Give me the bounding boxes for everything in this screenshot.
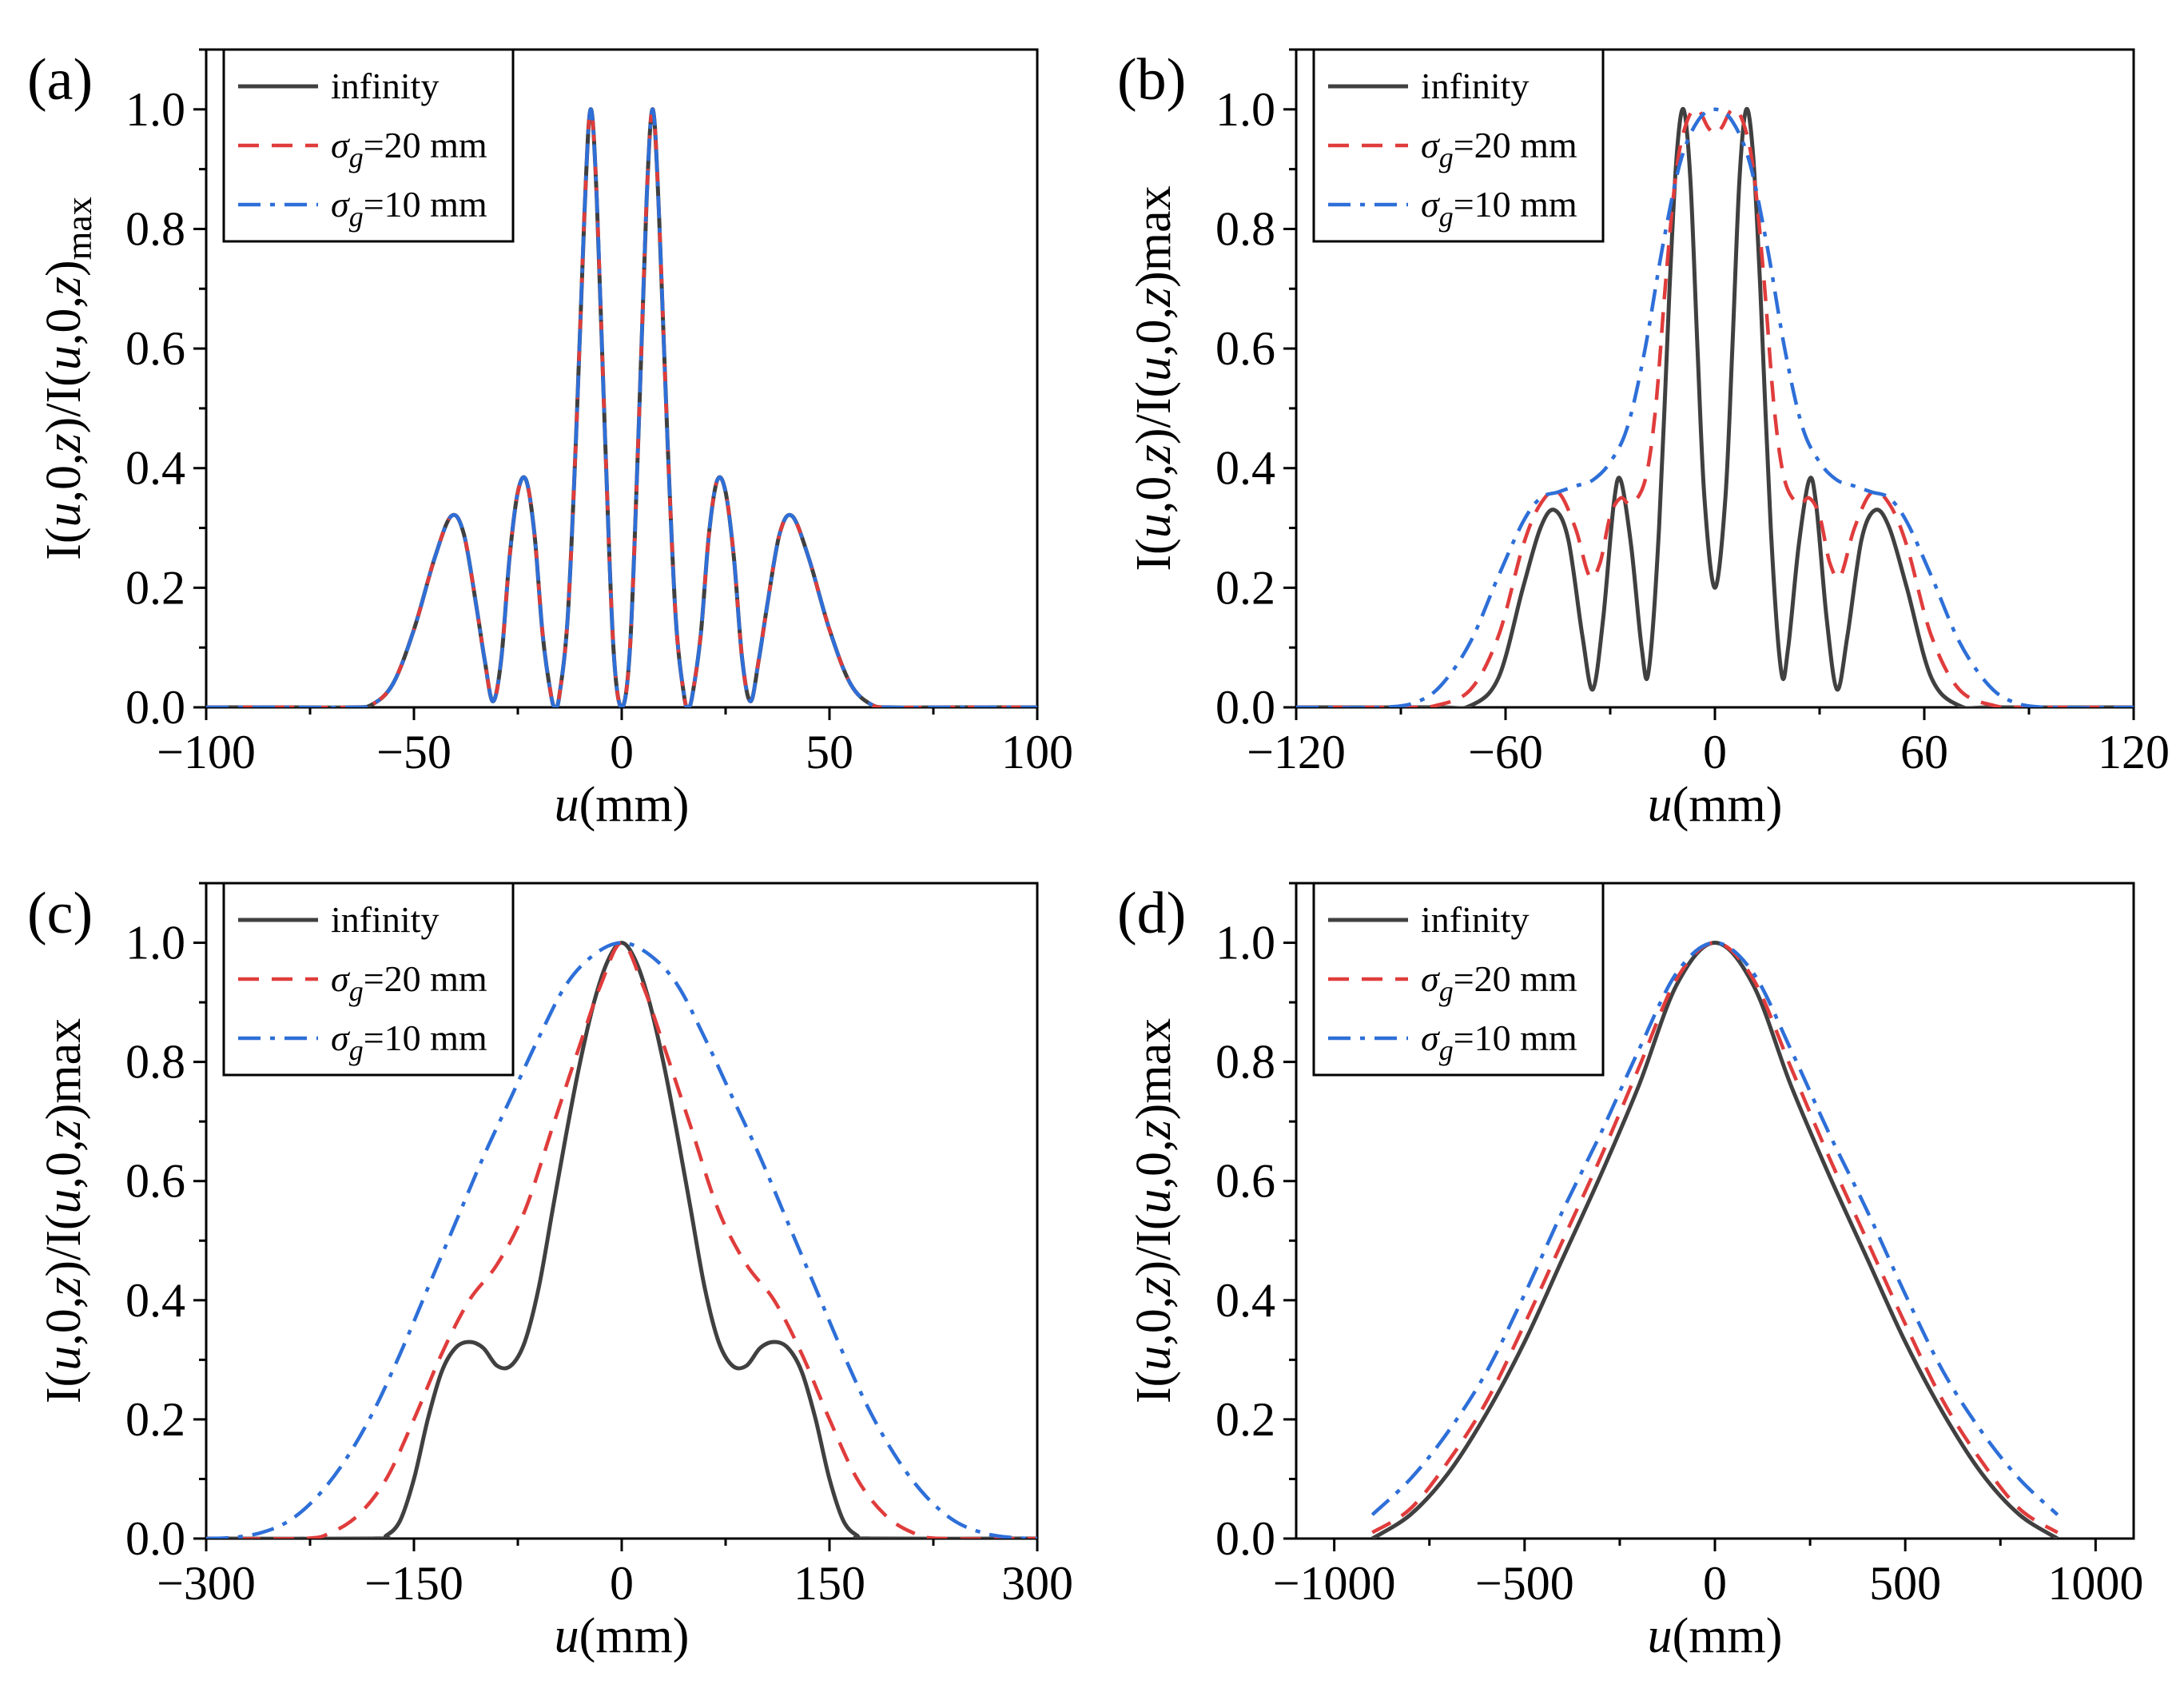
legend-label: σg=20 mm (1421, 958, 1577, 1007)
panel-label: (d) (1117, 881, 1186, 946)
x-tick-label: 0 (1703, 726, 1727, 778)
y-tick-label: 0.6 (1215, 322, 1275, 375)
y-axis-title: I(u,0,z)/I(u,0,z)max (37, 197, 99, 560)
series-line-infinity (1370, 941, 2059, 1539)
panel-a: −100 −50 0 50 100 0.0 0.2 0.4 0.6 0.8 1.0 u(mm) I(u,… (27, 47, 1073, 832)
series-line-infinity (206, 941, 1037, 1539)
legend-label: infinity (331, 899, 439, 940)
panel-label: (b) (1117, 47, 1186, 113)
panel-d: −1000 −500 0 500 1000 0.0 0.2 0.4 0.6 0.8 1.0 u(mm)… (1117, 881, 2143, 1663)
series-line-sigma-10 (1370, 941, 2059, 1516)
y-tick-label: 0.4 (1215, 1274, 1275, 1327)
x-axis-title: u(mm) (1648, 778, 1783, 832)
y-tick-label: 0.0 (125, 1512, 185, 1565)
y-tick-label: 0.2 (1215, 561, 1275, 614)
x-tick-label: −150 (364, 1557, 463, 1610)
y-tick-label: 1.0 (125, 917, 185, 969)
x-axis-title: u(mm) (555, 778, 690, 832)
x-tick-label: −120 (1247, 726, 1346, 778)
series-line-sigma-10 (206, 941, 1037, 1539)
y-tick-label: 0.4 (1215, 442, 1275, 495)
series-group (1370, 941, 2059, 1539)
x-tick-label: 1000 (2047, 1557, 2143, 1610)
x-tick-label: −60 (1468, 726, 1543, 778)
y-tick-label: 0.8 (125, 202, 185, 255)
panel-label: (a) (27, 47, 93, 113)
legend-label: σg=10 mm (1421, 184, 1577, 233)
x-tick-label: 0 (1703, 1557, 1727, 1610)
series-line-sigma-10 (206, 107, 1037, 707)
y-tick-label: 0.6 (125, 1155, 185, 1208)
x-tick-label: 0 (610, 726, 634, 778)
y-axis-title: I(u,0,z)/I(u,0,z)max (1127, 1018, 1181, 1403)
y-tick-label: 0.4 (125, 442, 185, 495)
series-line-sigma-20 (206, 941, 1037, 1539)
y-tick-label: 1.0 (1215, 83, 1275, 136)
x-tick-label: 150 (794, 1557, 865, 1610)
x-tick-label: −100 (157, 726, 256, 778)
legend-label: σg=10 mm (1421, 1017, 1577, 1066)
series-group (1296, 106, 2134, 707)
y-tick-label: 0.8 (1215, 1036, 1275, 1089)
series-group (206, 941, 1037, 1539)
y-axis-title: I(u,0,z)/I(u,0,z)max (37, 1018, 91, 1403)
y-tick-label: 0.8 (1215, 202, 1275, 255)
x-tick-label: 50 (806, 726, 853, 778)
y-axis-title: I(u,0,z)/I(u,0,z)max (1127, 185, 1181, 571)
x-tick-label: 120 (2098, 726, 2170, 778)
x-tick-label: −500 (1475, 1557, 1574, 1610)
y-tick-label: 0.8 (125, 1036, 185, 1089)
legend-label: infinity (1421, 66, 1529, 106)
y-tick-label: 0.2 (125, 1393, 185, 1446)
x-tick-label: 60 (1900, 726, 1948, 778)
x-tick-label: −300 (157, 1557, 256, 1610)
x-axis-title: u(mm) (1648, 1609, 1783, 1663)
legend-label: σg=20 mm (1421, 125, 1577, 173)
x-tick-label: 500 (1869, 1557, 1941, 1610)
series-line-sigma-10 (1296, 107, 2134, 707)
x-tick-label: −1000 (1273, 1557, 1396, 1610)
y-tick-label: 0.4 (125, 1274, 185, 1327)
legend-label: σg=20 mm (331, 958, 487, 1007)
y-tick-label: 1.0 (125, 83, 185, 136)
series-line-infinity (1296, 106, 2134, 707)
x-axis-title: u(mm) (555, 1609, 690, 1663)
x-tick-label: 300 (1001, 1557, 1073, 1610)
y-tick-label: 0.6 (125, 322, 185, 375)
series-line-sigma-20 (1371, 941, 2059, 1535)
panel-c: −300 −150 0 150 300 0.0 0.2 0.4 0.6 0.8 1.0 u(mm) I(… (27, 881, 1073, 1663)
y-tick-label: 0.2 (125, 561, 185, 614)
x-tick-label: −50 (376, 726, 452, 778)
panel-b: −120 −60 0 60 120 0.0 0.2 0.4 0.6 0.8 1.0 u(mm) I(u,… (1117, 47, 2170, 832)
y-tick-label: 0.0 (1215, 1512, 1275, 1565)
legend-label: σg=10 mm (331, 1017, 487, 1066)
y-tick-label: 0.2 (1215, 1393, 1275, 1446)
y-tick-label: 1.0 (1215, 917, 1275, 969)
y-tick-label: 0.0 (125, 681, 185, 734)
y-tick-label: 0.6 (1215, 1155, 1275, 1208)
y-tick-label: 0.0 (1215, 681, 1275, 734)
x-tick-label: 100 (1001, 726, 1073, 778)
series-group (206, 107, 1037, 707)
legend-label: σg=20 mm (331, 125, 487, 173)
legend-label: infinity (331, 66, 439, 106)
legend-label: σg=10 mm (331, 184, 487, 233)
panel-label: (c) (27, 881, 93, 946)
legend-label: infinity (1421, 899, 1529, 940)
x-tick-label: 0 (610, 1557, 634, 1610)
